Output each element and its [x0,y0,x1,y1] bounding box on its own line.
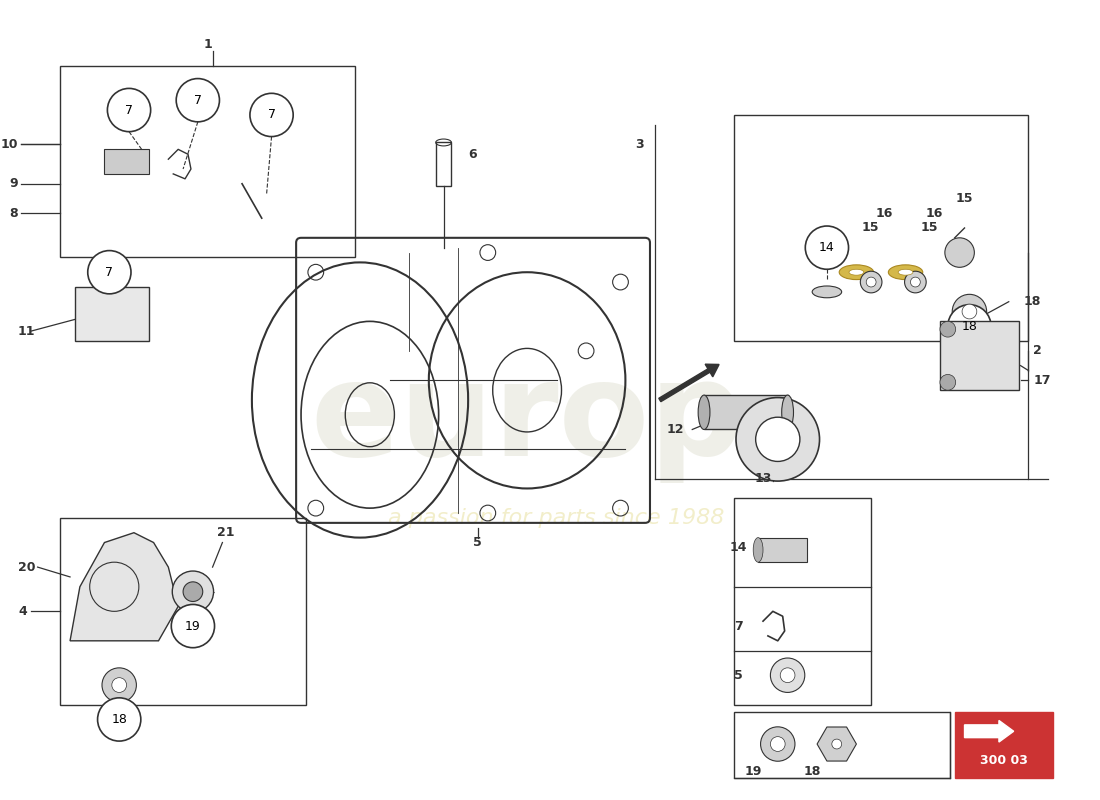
Text: 3: 3 [635,138,643,151]
Text: europ: europ [310,356,744,483]
Bar [734,498,871,705]
Bar [704,395,788,430]
Ellipse shape [102,668,136,702]
Text: 10: 10 [0,138,18,151]
Circle shape [108,89,151,132]
FancyArrow shape [965,721,1014,742]
Text: 13: 13 [755,472,772,485]
Circle shape [88,250,131,294]
Circle shape [98,698,141,741]
Ellipse shape [756,418,800,462]
Text: 9: 9 [9,178,18,190]
FancyArrow shape [659,364,719,402]
Text: 19: 19 [185,619,201,633]
Ellipse shape [183,582,202,602]
Text: 18: 18 [1023,295,1041,308]
Bar [436,142,451,186]
Polygon shape [817,727,857,761]
Bar [104,150,148,174]
Bar [734,711,949,778]
Circle shape [250,94,294,137]
Text: a passion for parts since 1988: a passion for parts since 1988 [388,508,725,528]
Text: 15: 15 [861,222,879,234]
Circle shape [176,78,220,122]
Text: 16: 16 [876,206,893,220]
Ellipse shape [698,395,710,430]
Circle shape [172,605,214,648]
Text: 2: 2 [1033,344,1042,358]
Ellipse shape [736,398,820,481]
Text: 17: 17 [1033,374,1050,387]
Text: 7: 7 [125,103,133,117]
Circle shape [948,305,991,348]
Text: 7: 7 [194,94,201,106]
Ellipse shape [812,286,842,298]
Circle shape [940,374,956,390]
Circle shape [940,322,956,337]
Polygon shape [70,533,178,641]
Text: 18: 18 [803,765,821,778]
Bar [60,66,355,258]
Text: 15: 15 [921,222,938,234]
Ellipse shape [770,658,805,693]
Text: 19: 19 [745,765,762,778]
Text: 15: 15 [956,192,974,205]
Ellipse shape [911,277,921,287]
Text: 16: 16 [925,206,943,220]
Ellipse shape [760,727,795,762]
Text: 1: 1 [204,38,212,50]
Text: 18: 18 [961,320,978,333]
Ellipse shape [904,271,926,293]
Ellipse shape [173,571,213,612]
Text: 300 03: 300 03 [980,754,1027,767]
Ellipse shape [962,304,977,319]
Bar [60,518,306,705]
Text: 12: 12 [667,423,684,436]
Bar [940,322,1019,390]
Text: 7: 7 [267,109,276,122]
Text: 20: 20 [18,561,35,574]
Text: 7: 7 [106,266,113,278]
Text: 14: 14 [729,541,747,554]
Text: 5: 5 [473,536,482,549]
Ellipse shape [849,270,864,275]
Text: 11: 11 [18,325,35,338]
Ellipse shape [782,395,793,430]
Text: 8: 8 [9,206,18,220]
Ellipse shape [112,678,126,693]
Ellipse shape [945,238,975,267]
Ellipse shape [832,739,842,749]
Bar [758,538,807,562]
Ellipse shape [770,737,785,751]
Text: 7: 7 [734,619,742,633]
Text: 21: 21 [218,526,235,539]
Text: 5: 5 [734,669,742,682]
Text: 4: 4 [18,605,26,618]
Bar [734,115,1028,341]
Ellipse shape [754,538,763,562]
Bar [955,711,1053,778]
Ellipse shape [866,277,876,287]
Text: 6: 6 [469,148,476,161]
Ellipse shape [839,265,873,279]
Ellipse shape [899,270,913,275]
Circle shape [805,226,848,270]
Bar [75,287,148,341]
Ellipse shape [889,265,923,279]
Text: 18: 18 [111,713,128,726]
Ellipse shape [860,271,882,293]
Ellipse shape [953,294,987,329]
Ellipse shape [780,668,795,682]
Text: 14: 14 [820,241,835,254]
